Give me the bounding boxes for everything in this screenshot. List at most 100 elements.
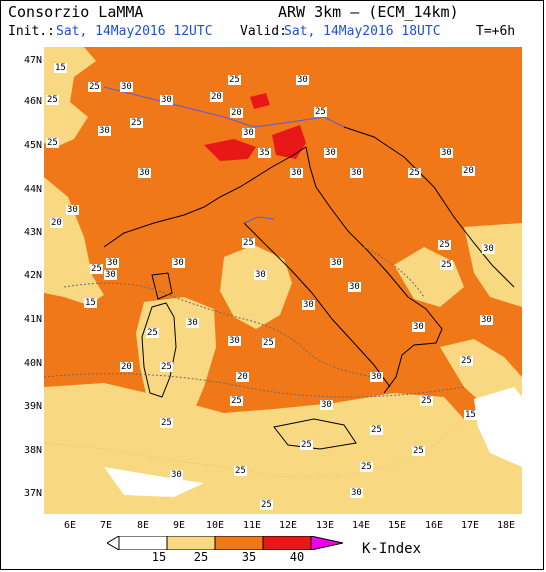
contour-value-label: 25 xyxy=(314,107,327,117)
colorbar-gt40 xyxy=(310,536,344,550)
lon-label: 15E xyxy=(387,520,407,531)
field-35-40-alps xyxy=(250,93,270,109)
lon-label: 14E xyxy=(351,520,371,531)
contour-value-label: 30 xyxy=(228,336,241,346)
contour-value-label: 30 xyxy=(296,75,309,85)
colorbar-lt15-box xyxy=(118,536,168,550)
colorbar-15-25 xyxy=(166,536,216,550)
contour-value-label: 25 xyxy=(130,118,143,128)
contour-value-label: 30 xyxy=(242,128,255,138)
field-35-40-po-east xyxy=(272,125,306,159)
colorbar xyxy=(107,536,344,550)
contour-value-label: 15 xyxy=(84,298,97,308)
contour-value-label: 20 xyxy=(120,362,133,372)
contour-value-label: 25 xyxy=(360,462,373,472)
contour-value-label: 30 xyxy=(290,168,303,178)
lat-label: 39N xyxy=(23,401,42,412)
kindex-map xyxy=(44,47,522,514)
contours xyxy=(44,246,465,398)
lon-label: 7E xyxy=(99,520,113,531)
lon-label: 9E xyxy=(172,520,186,531)
contour-value-label: 20 xyxy=(230,108,243,118)
contour-value-label: 30 xyxy=(120,82,133,92)
contour-value-label: 30 xyxy=(482,244,495,254)
contour-value-label: 25 xyxy=(440,260,453,270)
model-title: ARW 3km – (ECM_14km) xyxy=(278,3,459,21)
contour-value-label: 15 xyxy=(54,63,67,73)
contour-value-label: 15 xyxy=(464,410,477,420)
colorbar-tick: 25 xyxy=(193,550,209,564)
colorbar-tick: 35 xyxy=(241,550,257,564)
lat-label: 40N xyxy=(23,358,42,369)
contour-value-label: 25 xyxy=(90,264,103,274)
contour-value-label: 30 xyxy=(348,282,361,292)
contour-value-label: 20 xyxy=(236,372,249,382)
lat-label: 43N xyxy=(23,227,42,238)
colorbar-tick: 15 xyxy=(151,550,167,564)
contour-value-label: 30 xyxy=(170,470,183,480)
contour-value-label: 30 xyxy=(480,315,493,325)
contour-value-label: 30 xyxy=(66,205,79,215)
field-15-25-south xyxy=(44,383,464,477)
init-label: Init.: xyxy=(8,24,55,39)
contour-value-label: 25 xyxy=(228,75,241,85)
contour-value-label: 25 xyxy=(370,425,383,435)
valid-value: Sat, 14May2016 18UTC xyxy=(284,24,441,39)
init-value: Sat, 14May2016 12UTC xyxy=(56,24,213,39)
contour-value-label: 30 xyxy=(324,148,337,158)
lon-label: 13E xyxy=(315,520,335,531)
contour-value-label: 25 xyxy=(242,238,255,248)
contour-value-label: 25 xyxy=(234,466,247,476)
valid-label: Valid: xyxy=(240,24,287,39)
contour-value-label: 25 xyxy=(46,138,59,148)
contour-value-label: 25 xyxy=(160,362,173,372)
contour-value-label: 20 xyxy=(50,218,63,228)
contour-value-label: 30 xyxy=(160,95,173,105)
colorbar-title: K-Index xyxy=(362,541,422,557)
contour-value-label: 30 xyxy=(138,168,151,178)
contour-value-label: 30 xyxy=(440,148,453,158)
contour-value-label: 20 xyxy=(462,166,475,176)
contour-value-label: 30 xyxy=(330,258,343,268)
contour-value-label: 30 xyxy=(254,270,267,280)
contour-value-label: 30 xyxy=(320,400,333,410)
contour-value-label: 25 xyxy=(460,356,473,366)
contour-value-label: 30 xyxy=(412,322,425,332)
contour-value-label: 25 xyxy=(160,418,173,428)
colorbar-35-40 xyxy=(262,536,312,550)
lon-label: 17E xyxy=(460,520,480,531)
lat-label: 45N xyxy=(23,140,42,151)
lon-label: 8E xyxy=(136,520,150,531)
lat-label: 38N xyxy=(23,445,42,456)
contour-value-label: 25 xyxy=(438,240,451,250)
borders xyxy=(103,86,345,224)
field-lt15-south xyxy=(104,467,204,497)
contour-value-label: 30 xyxy=(104,270,117,280)
colorbar-25-35 xyxy=(214,536,264,550)
lat-label: 42N xyxy=(23,270,42,281)
contour-value-label: 25 xyxy=(260,500,273,510)
lat-label: 47N xyxy=(23,55,42,66)
contour-value-label: 25 xyxy=(146,328,159,338)
colorbar-lt15 xyxy=(107,536,120,550)
lon-label: 6E xyxy=(63,520,77,531)
org-title: Consorzio LaMMA xyxy=(8,3,144,21)
contour-value-label: 30 xyxy=(106,258,119,268)
contour-value-label: 30 xyxy=(98,126,111,136)
contour-value-label: 30 xyxy=(350,488,363,498)
lat-label: 37N xyxy=(23,488,42,499)
contour-value-label: 25 xyxy=(408,168,421,178)
lon-label: 12E xyxy=(278,520,298,531)
field-35-40-po-west xyxy=(204,139,256,161)
field-15-25-west xyxy=(44,177,104,305)
lon-label: 16E xyxy=(424,520,444,531)
colorbar-tick: 40 xyxy=(289,550,305,564)
contour-value-label: 25 xyxy=(420,396,433,406)
contour-value-label: 30 xyxy=(186,318,199,328)
coastline xyxy=(103,126,515,450)
contour-value-label: 30 xyxy=(370,372,383,382)
lon-label: 18E xyxy=(496,520,516,531)
lead-time: T=+6h xyxy=(476,24,516,39)
field-15-25-tyrrhenian xyxy=(220,245,292,329)
